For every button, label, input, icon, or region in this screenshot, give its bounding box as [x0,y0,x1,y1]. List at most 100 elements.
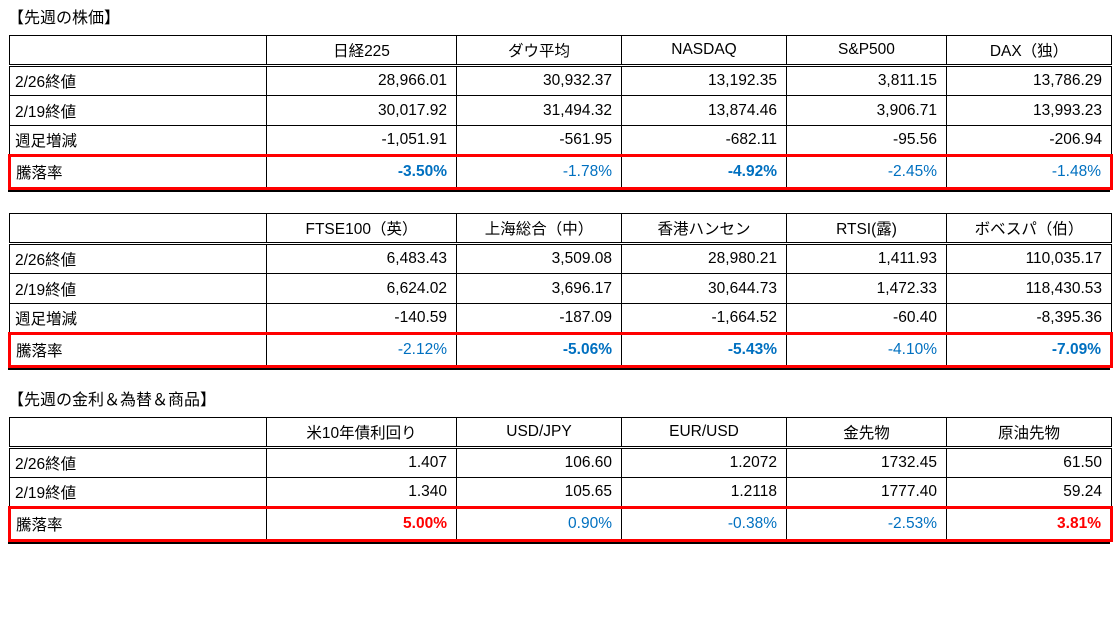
column-header: FTSE100（英） [266,213,457,245]
stock-tables: 日経225 ダウ平均 NASDAQ S&P500 DAX（独） 2/26終値 28,966.… [8,35,1113,370]
data-table: FTSE100（英） 上海総合（中） 香港ハンセン RTSI(露) ボベスパ（伯） 2/2… [8,213,1113,370]
section-title-rates-fx-commodities: 【先週の金利＆為替＆商品】 [8,392,217,409]
row-label: 2/26終値 [9,65,267,96]
column-header: 米10年債利回り [266,417,457,449]
value-cell: 1732.45 [786,447,947,478]
section-stocks: 【先週の株価】 日経225 ダウ平均 NASDAQ S&P500 DAX（独） 2/26終… [8,6,1113,370]
value-cell: 106.60 [456,447,622,478]
value-cell: 3,509.08 [456,243,622,274]
value-cell: 105.65 [456,477,622,508]
value-cell: -1.48% [946,154,1113,190]
value-cell: 13,993.23 [946,95,1112,126]
value-cell: 31,494.32 [456,95,622,126]
value-cell: 1.2118 [621,477,787,508]
value-cell: 6,624.02 [266,273,457,304]
value-cell: -2.45% [786,154,947,190]
value-cell: -4.92% [621,154,787,190]
column-header: RTSI(露) [786,213,947,245]
value-cell: 13,786.29 [946,65,1112,96]
value-cell: 118,430.53 [946,273,1112,304]
column-header: DAX（独） [946,35,1112,67]
data-table: 日経225 ダウ平均 NASDAQ S&P500 DAX（独） 2/26終値 28,966.… [8,35,1113,192]
table-row: 週足増減 -1,051.91 -561.95 -682.11 -95.56 -206.94 [9,125,1112,156]
value-cell: 1.2072 [621,447,787,478]
column-header: 金先物 [786,417,947,449]
value-cell: -206.94 [946,125,1112,156]
value-cell: 13,874.46 [621,95,787,126]
value-cell: -1,664.52 [621,303,787,334]
value-cell: -2.12% [266,332,457,368]
column-header: 香港ハンセン [621,213,787,245]
value-cell: 1,472.33 [786,273,947,304]
row-label: 2/19終値 [9,273,267,304]
value-cell: -5.43% [621,332,787,368]
value-cell: 61.50 [946,447,1112,478]
column-header: S&P500 [786,35,947,67]
value-cell: 13,192.35 [621,65,787,96]
table-row: 2/26終値 1.407 106.60 1.2072 1732.45 61.50 [9,447,1112,478]
header-row: 日経225 ダウ平均 NASDAQ S&P500 DAX（独） [9,35,1112,67]
value-cell: -561.95 [456,125,622,156]
row-label: 2/26終値 [9,447,267,478]
value-cell: 1777.40 [786,477,947,508]
column-header: NASDAQ [621,35,787,67]
value-cell: 1.407 [266,447,457,478]
column-header: 原油先物 [946,417,1112,449]
value-cell: 3,906.71 [786,95,947,126]
value-cell: -682.11 [621,125,787,156]
row-label: 騰落率 [8,154,267,190]
data-table: 米10年債利回り USD/JPY EUR/USD 金先物 原油先物 2/26終値 1.407… [8,417,1113,544]
value-cell: -4.10% [786,332,947,368]
value-cell: -7.09% [946,332,1113,368]
value-cell: -1,051.91 [266,125,457,156]
value-cell: -3.50% [266,154,457,190]
value-cell: 30,932.37 [456,65,622,96]
row-label: 2/19終値 [9,95,267,126]
row-label: 週足増減 [9,303,267,334]
table-row: 週足増減 -140.59 -187.09 -1,664.52 -60.40 -8,395.… [9,303,1112,334]
table-row: 2/26終値 6,483.43 3,509.08 28,980.21 1,411.93 1… [9,243,1112,274]
row-label: 2/26終値 [9,243,267,274]
change-rate-row-highlighted: 騰落率 -2.12% -5.06% -5.43% -4.10% -7.09% [8,332,1113,368]
table-row: 2/19終値 1.340 105.65 1.2118 1777.40 59.24 [9,477,1112,508]
table-row: 2/26終値 28,966.01 30,932.37 13,192.35 3,811.1… [9,65,1112,96]
corner-cell [9,35,267,67]
table-row: 2/19終値 30,017.92 31,494.32 13,874.46 3,906.7… [9,95,1112,126]
value-cell: 1.340 [266,477,457,508]
value-cell: 0.90% [456,506,622,542]
column-header: EUR/USD [621,417,787,449]
weekly-market-report: 【先週の株価】 日経225 ダウ平均 NASDAQ S&P500 DAX（独） 2/26終… [8,6,1113,544]
row-label: 2/19終値 [9,477,267,508]
value-cell: 3,811.15 [786,65,947,96]
column-header: ボベスパ（伯） [946,213,1112,245]
value-cell: 3.81% [946,506,1113,542]
value-cell: 1,411.93 [786,243,947,274]
value-cell: -1.78% [456,154,622,190]
value-cell: 30,017.92 [266,95,457,126]
value-cell: -60.40 [786,303,947,334]
rates-fx-commodity-tables: 米10年債利回り USD/JPY EUR/USD 金先物 原油先物 2/26終値 1.407… [8,417,1113,544]
value-cell: 28,980.21 [621,243,787,274]
value-cell: -187.09 [456,303,622,334]
section-title-stocks: 【先週の株価】 [8,10,121,27]
row-label: 騰落率 [8,506,267,542]
change-rate-row-highlighted: 騰落率 5.00% 0.90% -0.38% -2.53% 3.81% [8,506,1113,542]
value-cell: 59.24 [946,477,1112,508]
value-cell: 30,644.73 [621,273,787,304]
value-cell: 110,035.17 [946,243,1112,274]
value-cell: -95.56 [786,125,947,156]
value-cell: -2.53% [786,506,947,542]
column-header: ダウ平均 [456,35,622,67]
section-rates-fx-commodities: 【先週の金利＆為替＆商品】 米10年債利回り USD/JPY EUR/USD 金先物原… [8,388,1113,544]
column-header: 上海総合（中） [456,213,622,245]
value-cell: 5.00% [266,506,457,542]
value-cell: -0.38% [621,506,787,542]
column-header: 日経225 [266,35,457,67]
column-header: USD/JPY [456,417,622,449]
corner-cell [9,417,267,449]
corner-cell [9,213,267,245]
header-row: 米10年債利回り USD/JPY EUR/USD 金先物 原油先物 [9,417,1112,449]
value-cell: 28,966.01 [266,65,457,96]
value-cell: 3,696.17 [456,273,622,304]
value-cell: -140.59 [266,303,457,334]
